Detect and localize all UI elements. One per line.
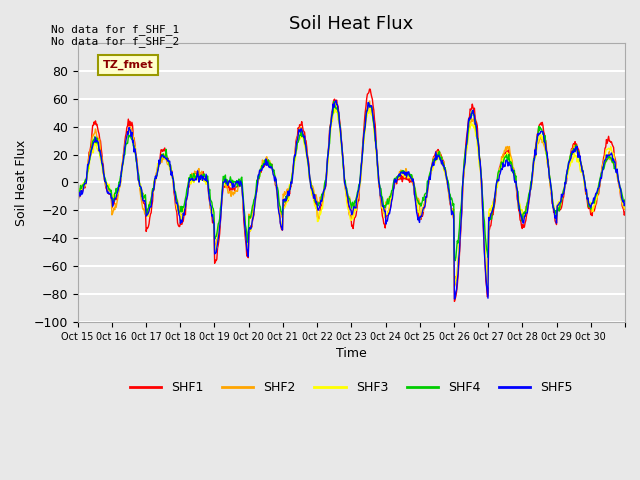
SHF2: [138, 201, 146, 206]
SHF1: [74, 196, 81, 202]
Line: SHF5: SHF5: [77, 100, 625, 299]
X-axis label: Time: Time: [336, 347, 367, 360]
SHF3: [621, 205, 629, 211]
SHF3: [332, 101, 339, 107]
SHF3: [439, 161, 447, 167]
SHF2: [74, 191, 81, 197]
SHF5: [138, 188, 146, 194]
SHF3: [239, 193, 246, 199]
SHF4: [74, 191, 81, 196]
SHF5: [266, 164, 273, 170]
Y-axis label: Soil Heat Flux: Soil Heat Flux: [15, 139, 28, 226]
SHF5: [74, 194, 81, 200]
SHF1: [287, 182, 294, 188]
SHF2: [408, 174, 416, 180]
Legend: SHF1, SHF2, SHF3, SHF4, SHF5: SHF1, SHF2, SHF3, SHF4, SHF5: [125, 376, 578, 399]
SHF2: [239, 191, 246, 196]
Line: SHF3: SHF3: [77, 104, 625, 287]
SHF1: [365, 86, 373, 92]
SHF1: [451, 299, 458, 304]
SHF4: [138, 194, 146, 200]
SHF2: [266, 157, 273, 163]
SHF4: [451, 258, 459, 264]
SHF5: [621, 200, 629, 206]
SHF2: [439, 161, 447, 167]
SHF1: [408, 180, 416, 185]
Line: SHF2: SHF2: [77, 101, 625, 287]
SHF2: [451, 284, 458, 289]
SHF4: [287, 183, 294, 189]
SHF1: [239, 191, 246, 196]
SHF3: [74, 189, 81, 195]
SHF4: [621, 197, 629, 203]
SHF3: [484, 284, 492, 290]
SHF3: [408, 178, 416, 183]
SHF4: [439, 159, 447, 165]
SHF1: [439, 157, 447, 163]
SHF1: [621, 209, 629, 215]
Text: TZ_fmet: TZ_fmet: [102, 60, 154, 70]
SHF3: [138, 187, 146, 193]
SHF4: [330, 98, 338, 104]
Line: SHF4: SHF4: [77, 101, 625, 261]
SHF1: [266, 161, 273, 167]
SHF3: [287, 187, 294, 193]
Title: Soil Heat Flux: Soil Heat Flux: [289, 15, 413, 33]
SHF1: [138, 192, 146, 198]
SHF5: [439, 163, 447, 168]
SHF4: [266, 162, 273, 168]
Line: SHF1: SHF1: [77, 89, 625, 301]
SHF2: [287, 184, 294, 190]
SHF4: [239, 185, 246, 191]
SHF2: [621, 206, 629, 212]
SHF5: [239, 192, 246, 198]
SHF5: [287, 186, 294, 192]
SHF2: [365, 98, 373, 104]
Text: No data for f_SHF_1
No data for f_SHF_2: No data for f_SHF_1 No data for f_SHF_2: [51, 24, 179, 48]
SHF5: [451, 296, 458, 302]
SHF5: [408, 178, 416, 184]
SHF4: [408, 177, 416, 182]
SHF3: [266, 160, 273, 166]
SHF5: [332, 97, 340, 103]
